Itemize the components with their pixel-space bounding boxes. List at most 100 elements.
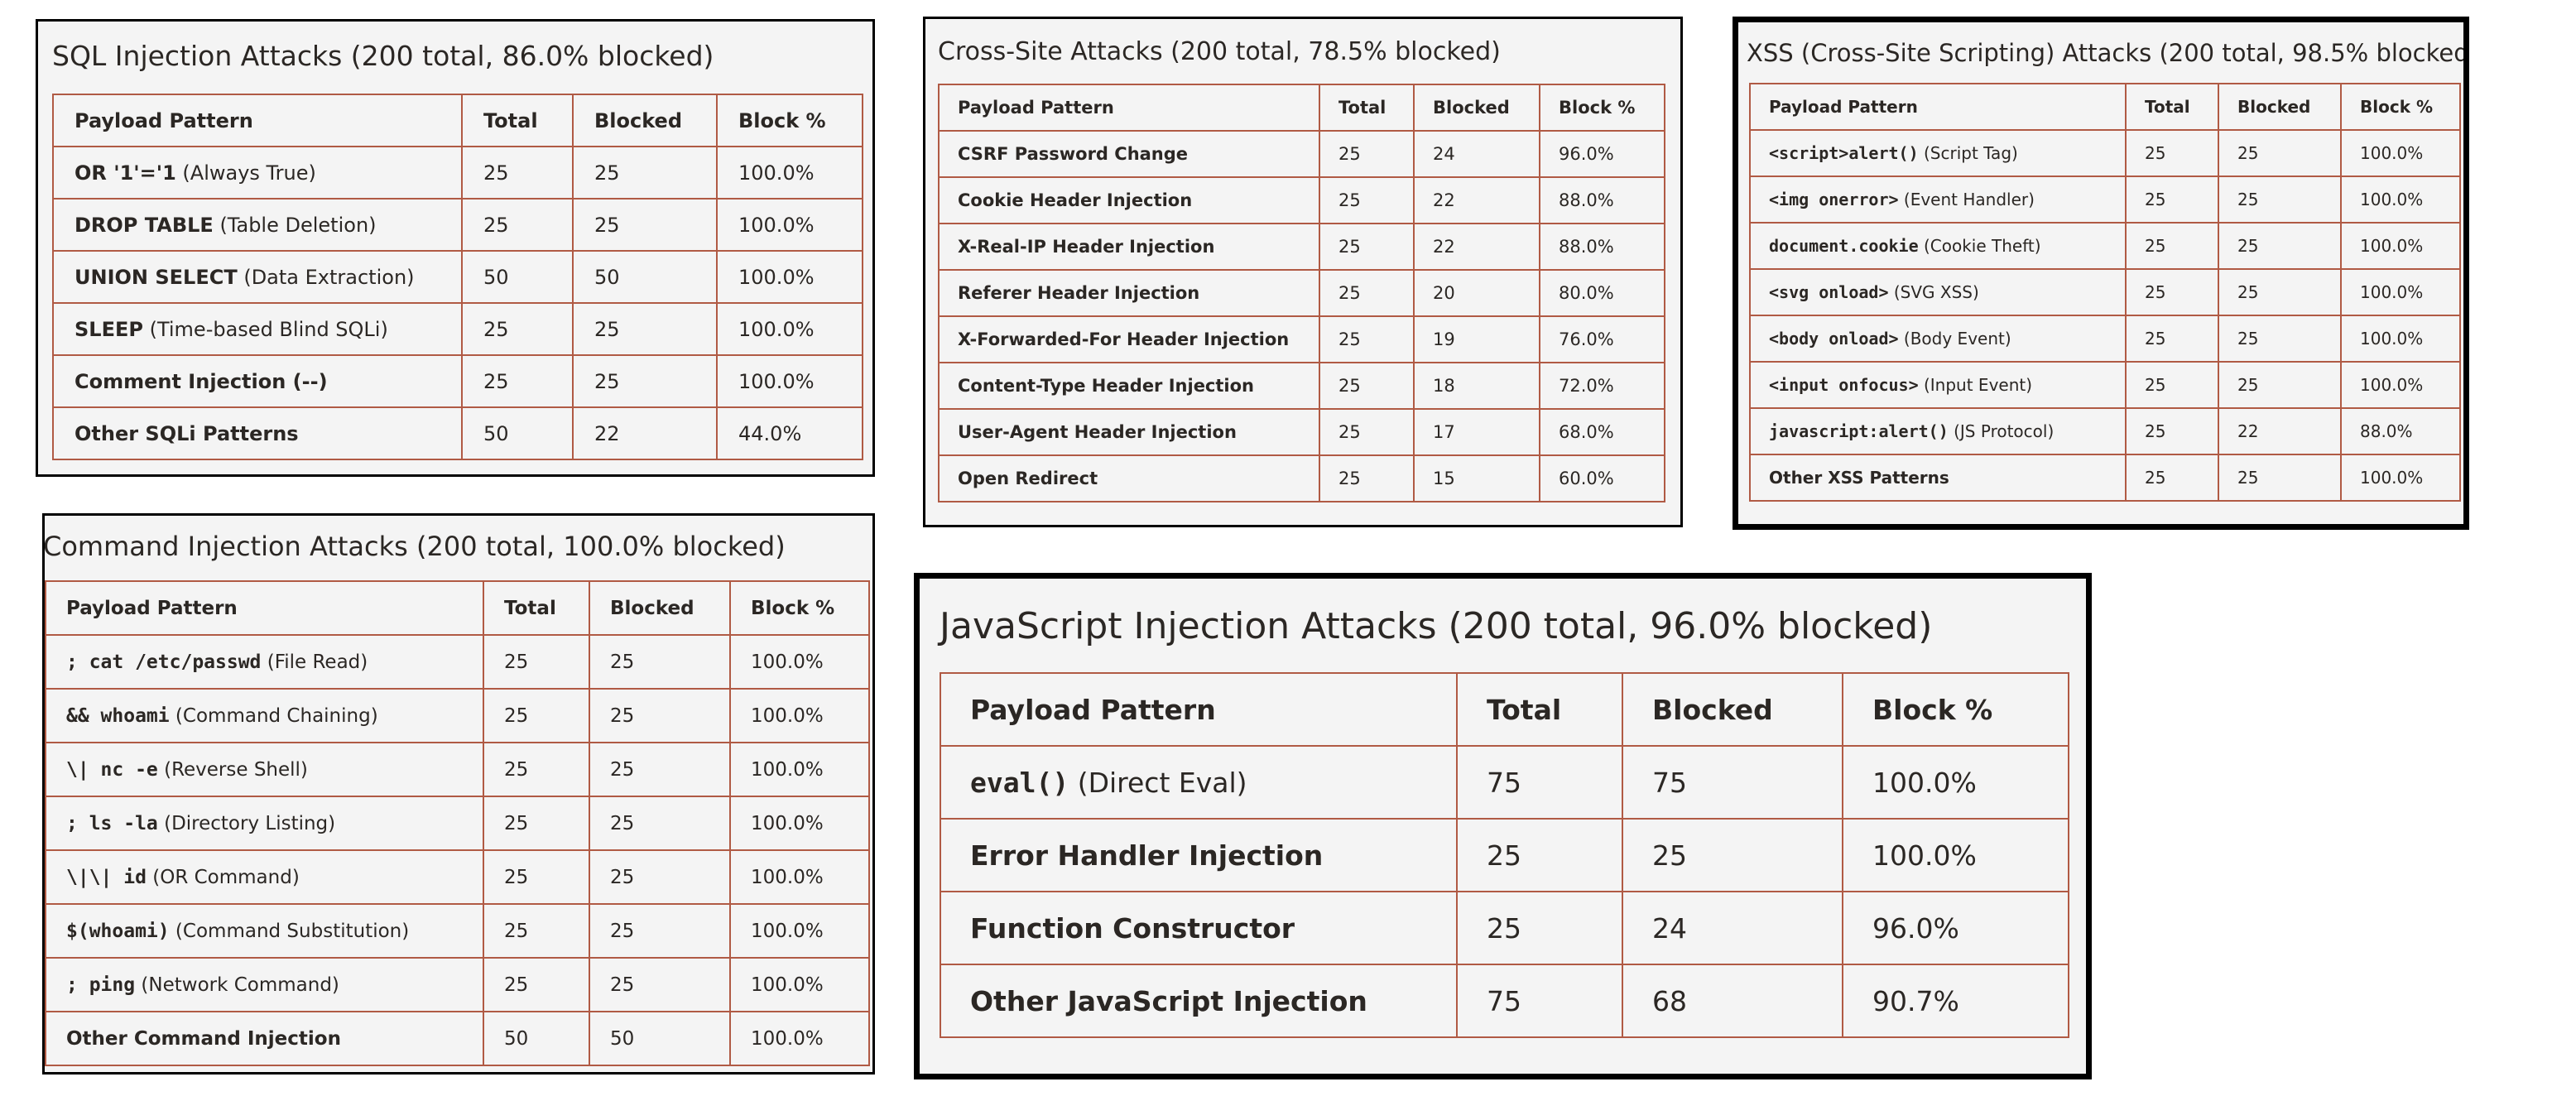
total-cell: 25 [2125, 315, 2219, 363]
payload-code: Comment Injection (--) [74, 369, 328, 393]
block-pct-cell: 100.0% [1842, 818, 2069, 892]
block-pct-cell: 100.0% [2340, 315, 2461, 363]
payload-description: (Command Chaining) [169, 704, 378, 727]
block-pct-cell: 100.0% [2340, 361, 2461, 409]
payload-code: $(whoami) [66, 920, 170, 942]
payload-description: (Direct Eval) [1069, 766, 1247, 799]
column-header-total: Total [1456, 672, 1623, 747]
blocked-cell: 25 [589, 957, 731, 1012]
blocked-cell: 25 [1622, 818, 1843, 892]
total-cell: 25 [2125, 454, 2219, 502]
payload-cell: \|\| id (OR Command) [45, 849, 484, 905]
table-row: Comment Injection (--) 25 25 100.0% [52, 354, 863, 408]
block-pct-cell: 100.0% [729, 1011, 870, 1066]
payload-code: javascript:alert() [1769, 421, 1949, 441]
payload-code: Referer Header Injection [958, 283, 1200, 303]
payload-cell: <input onfocus> (Input Event) [1749, 361, 2127, 409]
table-row: Cookie Header Injection 25 22 88.0% [938, 176, 1665, 224]
block-pct-cell: 100.0% [729, 634, 870, 690]
blocked-cell: 25 [2218, 454, 2342, 502]
panel-title: Cross-Site Attacks (200 total, 78.5% blo… [938, 37, 1501, 66]
column-header-blocked: Blocked [2218, 83, 2342, 131]
blocked-cell: 25 [2218, 315, 2342, 363]
total-cell: 25 [2125, 268, 2219, 316]
blocked-cell: 25 [572, 198, 718, 252]
blocked-cell: 22 [1413, 176, 1540, 224]
panel-title: JavaScript Injection Attacks (200 total,… [940, 605, 1933, 647]
total-cell: 25 [483, 796, 590, 851]
total-cell: 25 [2125, 175, 2219, 224]
table-row: UNION SELECT (Data Extraction) 50 50 100… [52, 250, 863, 304]
payload-code: Function Constructor [970, 911, 1295, 945]
panel-title: SQL Injection Attacks (200 total, 86.0% … [52, 40, 714, 72]
payload-cell: <body onload> (Body Event) [1749, 315, 2127, 363]
payload-description: (Script Tag) [1918, 143, 2018, 163]
block-pct-cell: 100.0% [729, 688, 870, 743]
blocked-cell: 25 [572, 146, 718, 200]
payload-description: (Event Handler) [1898, 190, 2035, 209]
table-row: <body onload> (Body Event) 25 25 100.0% [1749, 315, 2461, 363]
table-row: Error Handler Injection 25 25 100.0% [940, 818, 2069, 892]
payload-cell: document.cookie (Cookie Theft) [1749, 222, 2127, 270]
block-pct-cell: 60.0% [1539, 454, 1665, 502]
total-cell: 25 [1319, 362, 1415, 410]
payload-cell: SLEEP (Time-based Blind SQLi) [52, 302, 463, 356]
table-row: ; cat /etc/passwd (File Read) 25 25 100.… [45, 634, 870, 690]
total-cell: 25 [2125, 361, 2219, 409]
payload-code: \|\| id [66, 866, 147, 888]
blocked-cell: 22 [572, 406, 718, 460]
total-cell: 25 [2125, 222, 2219, 270]
blocked-cell: 25 [589, 849, 731, 905]
total-cell: 25 [1319, 223, 1415, 271]
payload-code: Open Redirect [958, 469, 1098, 488]
block-pct-cell: 100.0% [716, 354, 863, 408]
table-row: OR '1'='1 (Always True) 25 25 100.0% [52, 146, 863, 200]
block-pct-cell: 100.0% [2340, 129, 2461, 177]
total-cell: 25 [483, 903, 590, 959]
blocked-cell: 25 [572, 302, 718, 356]
sql-injection-panel: SQL Injection Attacks (200 total, 86.0% … [36, 19, 875, 477]
column-header-block-pct: Block % [716, 94, 863, 147]
payload-description: (Always True) [175, 161, 316, 185]
payload-code: <body onload> [1769, 329, 1899, 349]
blocked-cell: 20 [1413, 269, 1540, 317]
payload-description: (Time-based Blind SQLi) [142, 317, 388, 341]
total-cell: 25 [1456, 818, 1623, 892]
payload-code: UNION SELECT [74, 265, 238, 289]
payload-cell: Error Handler Injection [940, 818, 1458, 892]
table-row: SLEEP (Time-based Blind SQLi) 25 25 100.… [52, 302, 863, 356]
payload-cell: DROP TABLE (Table Deletion) [52, 198, 463, 252]
payload-code: X-Forwarded-For Header Injection [958, 329, 1290, 349]
table-row: $(whoami) (Command Substitution) 25 25 1… [45, 903, 870, 959]
column-header-payload: Payload Pattern [940, 672, 1458, 747]
block-pct-cell: 76.0% [1539, 315, 1665, 363]
blocked-cell: 25 [589, 688, 731, 743]
javascript-injection-panel: JavaScript Injection Attacks (200 total,… [914, 573, 2092, 1079]
block-pct-cell: 100.0% [2340, 454, 2461, 502]
payload-cell: ; ls -la (Directory Listing) [45, 796, 484, 851]
total-cell: 25 [1319, 176, 1415, 224]
table-row: Open Redirect 25 15 60.0% [938, 454, 1665, 502]
sql-injection-table: Payload Pattern Total Blocked Block % OR… [52, 94, 863, 460]
payload-code: Other XSS Patterns [1769, 468, 1949, 488]
table-row: <script>alert() (Script Tag) 25 25 100.0… [1749, 129, 2461, 177]
block-pct-cell: 100.0% [716, 302, 863, 356]
blocked-cell: 25 [589, 742, 731, 797]
payload-cell: \| nc -e (Reverse Shell) [45, 742, 484, 797]
payload-cell: Cookie Header Injection [938, 176, 1320, 224]
payload-cell: UNION SELECT (Data Extraction) [52, 250, 463, 304]
payload-code: Other JavaScript Injection [970, 984, 1367, 1017]
block-pct-cell: 96.0% [1842, 891, 2069, 965]
block-pct-cell: 44.0% [716, 406, 863, 460]
total-cell: 25 [483, 849, 590, 905]
column-header-payload: Payload Pattern [45, 580, 484, 636]
block-pct-cell: 68.0% [1539, 408, 1665, 456]
blocked-cell: 15 [1413, 454, 1540, 502]
payload-cell: CSRF Password Change [938, 130, 1320, 178]
payload-cell: Comment Injection (--) [52, 354, 463, 408]
blocked-cell: 25 [589, 796, 731, 851]
blocked-cell: 25 [589, 634, 731, 690]
payload-cell: Content-Type Header Injection [938, 362, 1320, 410]
table-row: Content-Type Header Injection 25 18 72.0… [938, 362, 1665, 410]
table-row: Other XSS Patterns 25 25 100.0% [1749, 454, 2461, 502]
